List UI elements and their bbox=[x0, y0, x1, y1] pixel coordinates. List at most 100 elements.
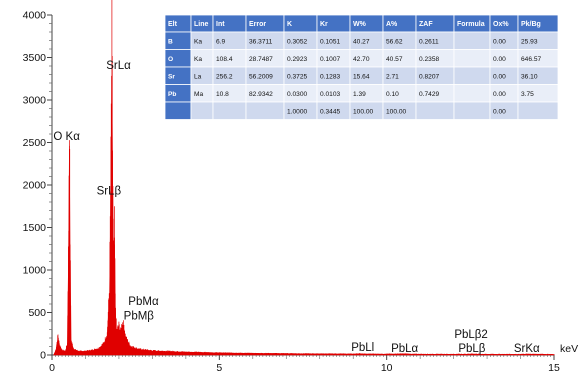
table-cell-text: Ma bbox=[194, 91, 203, 98]
table-header-label: W% bbox=[353, 21, 367, 28]
table-cell-text: 15.64 bbox=[353, 74, 370, 81]
table-cell-text: 25.93 bbox=[521, 39, 538, 46]
table-cell-text: 82.9342 bbox=[249, 91, 273, 98]
table-header-label: Kr bbox=[320, 21, 328, 28]
peak-label: PbLα bbox=[391, 343, 418, 355]
table-cell-text: 0.00 bbox=[493, 109, 506, 116]
table-cell-text: 646.57 bbox=[521, 56, 542, 63]
table-header-label: Line bbox=[194, 21, 208, 28]
table-cell-text: 0.2358 bbox=[419, 56, 440, 63]
table-cell-text: 0.7429 bbox=[419, 91, 440, 98]
table-header-label: ZAF bbox=[419, 21, 433, 28]
table-cell bbox=[453, 84, 491, 103]
table-cell-text: 0.0300 bbox=[287, 91, 308, 98]
table-cell-text: 0.3052 bbox=[287, 39, 308, 46]
table-cell-text: 0.1283 bbox=[320, 74, 341, 81]
peak-label: SrKα bbox=[514, 343, 540, 355]
table-cell-text: Sr bbox=[168, 74, 175, 81]
peak-label: SrLβ bbox=[97, 186, 122, 198]
table-cell-text: 1.0000 bbox=[287, 109, 308, 116]
table-cell-text: 40.57 bbox=[386, 56, 403, 63]
table-cell-text: 42.70 bbox=[353, 56, 370, 63]
table-cell-text: 0.00 bbox=[493, 91, 506, 98]
peak-label: PbLβ2 bbox=[454, 329, 487, 341]
table-header-label: Pk/Bg bbox=[521, 21, 541, 28]
y-tick-label: 3000 bbox=[23, 95, 47, 107]
table-cell-text: 100.00 bbox=[353, 109, 374, 116]
table-cell-text: O bbox=[168, 56, 173, 63]
y-tick-label: 1500 bbox=[23, 222, 47, 234]
table-cell bbox=[212, 101, 247, 120]
x-tick-label: 10 bbox=[381, 362, 393, 374]
table-header-label: Ox% bbox=[493, 21, 509, 28]
spectrum-noise bbox=[55, 0, 555, 355]
y-tick-label: 2000 bbox=[23, 180, 47, 192]
table-cell bbox=[164, 101, 192, 120]
table-header-label: Error bbox=[249, 21, 266, 28]
peak-label: PbMα bbox=[128, 296, 159, 308]
table-cell-text: 0.10 bbox=[386, 91, 399, 98]
table-cell-text: 0.0103 bbox=[320, 91, 341, 98]
table-cell-text: 36.3711 bbox=[249, 39, 273, 46]
table-cell-text: La bbox=[194, 74, 202, 81]
table-cell-text: 1.39 bbox=[353, 91, 366, 98]
peak-labels: O Kα SrLα SrLβ PbMα PbMβ PbLl PbLα PbLβ2 PbLβ SrK… bbox=[53, 60, 540, 355]
table-header-label: Formula bbox=[457, 21, 485, 28]
table-cell-text: 3.75 bbox=[521, 91, 534, 98]
table-cell-text: 56.2009 bbox=[249, 74, 273, 81]
table-cell-text: 256.2 bbox=[216, 74, 233, 81]
y-tick-label: 1000 bbox=[23, 265, 47, 277]
table-cell bbox=[517, 101, 559, 120]
table-header-label: Elt bbox=[168, 21, 178, 28]
spectrum-series bbox=[53, 0, 555, 356]
y-tick-label: 0 bbox=[40, 350, 46, 362]
table-header-label: K bbox=[287, 21, 292, 28]
quantification-table: Elt Line Int Error K Kr W% A% ZAF Formula Ox% Pk/Bg… bbox=[164, 14, 559, 120]
peak-label: PbLl bbox=[351, 342, 374, 354]
table-cell bbox=[453, 101, 491, 120]
table-cell-text: Pb bbox=[168, 91, 176, 98]
table-cell-text: 40.27 bbox=[353, 39, 370, 46]
table-cell-text: 0.3725 bbox=[287, 74, 308, 81]
y-tick-label: 3500 bbox=[23, 52, 47, 64]
x-axis-label: keV bbox=[560, 343, 578, 355]
x-tick-label: 5 bbox=[216, 362, 222, 374]
table-cell-text: Ka bbox=[194, 39, 202, 46]
table-cell-text: 0.1051 bbox=[320, 39, 341, 46]
table-cell bbox=[245, 101, 285, 120]
peak-label: SrLα bbox=[106, 60, 131, 72]
table-cell-text: 0.1007 bbox=[320, 56, 341, 63]
table-cell bbox=[453, 49, 491, 68]
peak-label: PbLβ bbox=[458, 343, 485, 355]
x-tick-label: 15 bbox=[548, 362, 560, 374]
peak-label: O Kα bbox=[53, 131, 80, 143]
y-tick-label: 2500 bbox=[23, 137, 47, 149]
table-header-label: A% bbox=[386, 21, 398, 28]
table-cell-text: 0.00 bbox=[493, 74, 506, 81]
table-cell-text: 0.00 bbox=[493, 39, 506, 46]
table-cell bbox=[453, 66, 491, 85]
table-cell-text: 28.7487 bbox=[249, 56, 273, 63]
peak-label: PbMβ bbox=[124, 311, 155, 323]
table-cell-text: 0.00 bbox=[493, 56, 506, 63]
y-tick-label: 500 bbox=[28, 307, 46, 319]
table-cell bbox=[190, 101, 214, 120]
table-cell-text: 0.2611 bbox=[419, 39, 439, 46]
table-cell-text: Ka bbox=[194, 56, 202, 63]
x-tick-label: 0 bbox=[49, 362, 55, 374]
table-cell-text: 2.71 bbox=[386, 74, 399, 81]
table-cell-text: 0.3445 bbox=[320, 109, 341, 116]
table-cell-text: 56.62 bbox=[386, 39, 403, 46]
table-cell-text: 108.4 bbox=[216, 56, 233, 63]
table-cell-text: 36.10 bbox=[521, 74, 538, 81]
table-cell-text: 0.8207 bbox=[419, 74, 440, 81]
table-cell-text: B bbox=[168, 39, 173, 46]
table-cell-text: 0.2923 bbox=[287, 56, 308, 63]
table-cell bbox=[453, 31, 491, 50]
y-tick-label: 4000 bbox=[23, 10, 47, 22]
table-cell bbox=[415, 101, 455, 120]
table-cell-text: 100.00 bbox=[386, 109, 407, 116]
table-cell-text: 6.9 bbox=[216, 39, 225, 46]
table-header-label: Int bbox=[216, 21, 225, 28]
